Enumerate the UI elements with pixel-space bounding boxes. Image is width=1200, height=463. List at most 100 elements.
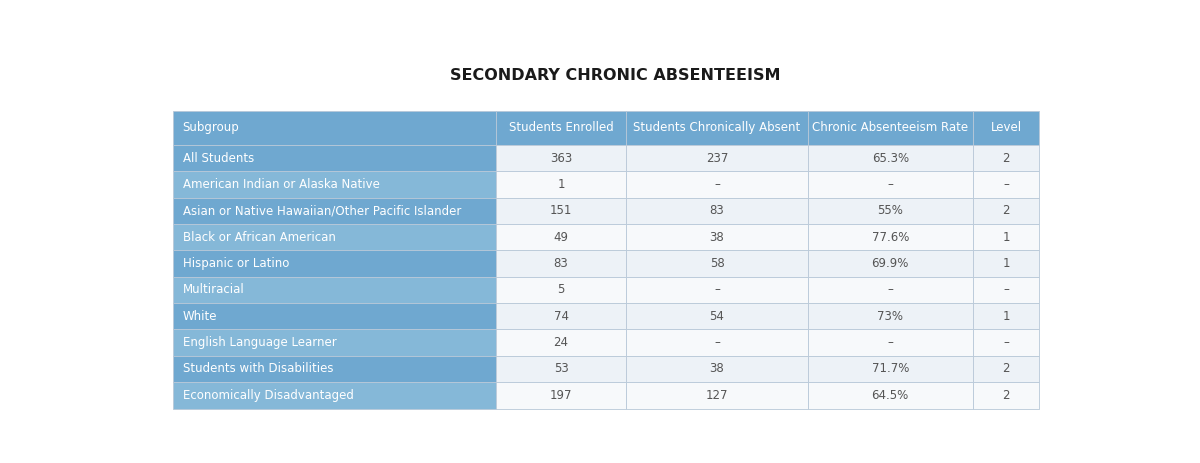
Text: 83: 83 [553,257,569,270]
Bar [973,356,1039,382]
Bar [496,250,626,277]
Bar [496,303,626,330]
Text: 74: 74 [553,310,569,323]
Bar [173,330,496,356]
Bar [496,330,626,356]
Text: Chronic Absenteeism Rate: Chronic Absenteeism Rate [812,121,968,134]
Bar [973,303,1039,330]
Bar [973,145,1039,171]
Text: 237: 237 [706,152,728,165]
Bar [626,277,808,303]
Text: 24: 24 [553,336,569,349]
Bar [496,224,626,250]
Bar [626,303,808,330]
Text: Students Chronically Absent: Students Chronically Absent [634,121,800,134]
Text: 1: 1 [1002,257,1009,270]
Text: –: – [1003,283,1009,296]
Text: –: – [1003,178,1009,191]
Bar [808,277,973,303]
Bar [808,303,973,330]
Text: 69.9%: 69.9% [871,257,908,270]
Text: 2: 2 [1002,205,1009,218]
Bar [173,250,496,277]
Bar [808,171,973,198]
Text: 127: 127 [706,389,728,402]
Bar [808,356,973,382]
Bar [973,198,1039,224]
Bar [973,224,1039,250]
Text: 2: 2 [1002,363,1009,375]
Text: All Students: All Students [182,152,254,165]
Text: Asian or Native Hawaiian/Other Pacific Islander: Asian or Native Hawaiian/Other Pacific I… [182,205,461,218]
Bar [496,356,626,382]
Bar [496,382,626,408]
Text: 53: 53 [553,363,569,375]
Text: –: – [887,178,893,191]
Text: 1: 1 [1002,231,1009,244]
Text: 54: 54 [709,310,725,323]
Bar [626,356,808,382]
Bar [973,277,1039,303]
Bar [496,198,626,224]
Text: 1: 1 [557,178,565,191]
Text: 38: 38 [709,231,725,244]
Text: Students Enrolled: Students Enrolled [509,121,613,134]
Bar [626,224,808,250]
Text: 64.5%: 64.5% [871,389,908,402]
Text: –: – [1003,336,1009,349]
Bar [173,303,496,330]
Text: –: – [887,336,893,349]
Text: –: – [714,178,720,191]
Text: Level: Level [990,121,1021,134]
Bar [173,198,496,224]
Text: SECONDARY CHRONIC ABSENTEEISM: SECONDARY CHRONIC ABSENTEEISM [450,68,780,83]
Bar [808,145,973,171]
Bar [626,330,808,356]
Bar [496,145,626,171]
Text: 1: 1 [1002,310,1009,323]
Text: 77.6%: 77.6% [871,231,908,244]
Bar [626,382,808,408]
Bar [173,111,496,145]
Text: 58: 58 [709,257,725,270]
Bar [808,111,973,145]
Text: 71.7%: 71.7% [871,363,908,375]
Text: 2: 2 [1002,152,1009,165]
Text: 73%: 73% [877,310,904,323]
Text: 83: 83 [709,205,725,218]
Bar [973,111,1039,145]
Text: Multiracial: Multiracial [182,283,245,296]
Bar [626,171,808,198]
Text: 49: 49 [553,231,569,244]
Text: 65.3%: 65.3% [871,152,908,165]
Bar [626,198,808,224]
Bar [808,198,973,224]
Bar [626,250,808,277]
Bar [808,250,973,277]
Text: Hispanic or Latino: Hispanic or Latino [182,257,289,270]
Text: –: – [887,283,893,296]
Text: American Indian or Alaska Native: American Indian or Alaska Native [182,178,379,191]
Text: English Language Learner: English Language Learner [182,336,336,349]
Text: 2: 2 [1002,389,1009,402]
Bar [973,250,1039,277]
Bar [496,171,626,198]
Text: Economically Disadvantaged: Economically Disadvantaged [182,389,354,402]
Text: 197: 197 [550,389,572,402]
Text: 55%: 55% [877,205,904,218]
Bar [173,171,496,198]
Bar [173,224,496,250]
Bar [808,382,973,408]
Bar [808,224,973,250]
Text: White: White [182,310,217,323]
Bar [808,330,973,356]
Bar [973,330,1039,356]
Bar [173,145,496,171]
Text: –: – [714,336,720,349]
Bar [173,356,496,382]
Text: 151: 151 [550,205,572,218]
Text: Subgroup: Subgroup [182,121,239,134]
Bar [496,111,626,145]
Bar [973,171,1039,198]
Bar [496,277,626,303]
